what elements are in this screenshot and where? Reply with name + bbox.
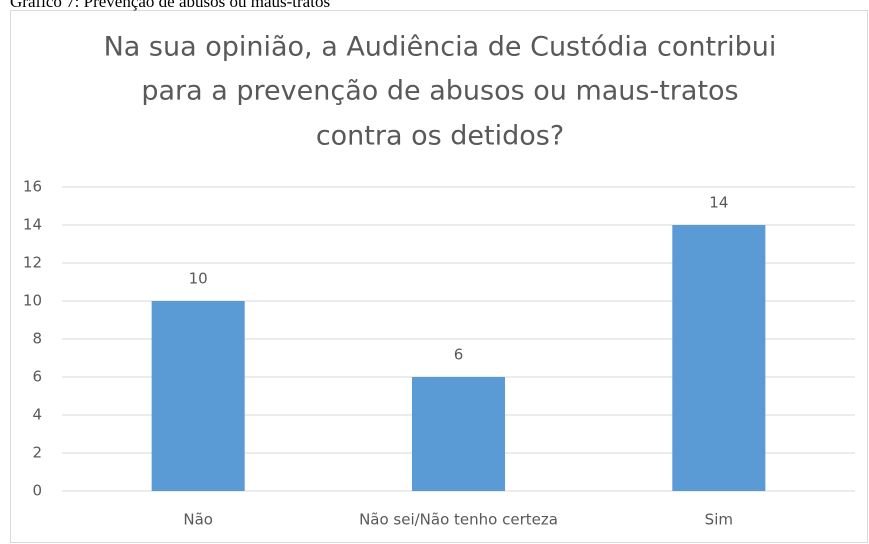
chart-title: para a prevenção de abusos ou maus-trato…	[141, 76, 738, 107]
data-label: 10	[189, 270, 208, 288]
y-tick-label: 6	[32, 368, 42, 386]
chart-title: contra os detidos?	[316, 121, 564, 152]
y-tick-label: 14	[23, 216, 42, 234]
x-tick-label: Não	[183, 511, 213, 529]
y-tick-label: 12	[23, 254, 42, 272]
y-tick-label: 4	[32, 406, 42, 424]
data-label: 14	[709, 194, 728, 212]
chart-title: Na sua opinião, a Audiência de Custódia …	[104, 32, 777, 63]
y-tick-label: 16	[23, 178, 42, 196]
y-tick-label: 0	[32, 482, 42, 500]
bar	[672, 225, 766, 491]
x-tick-label: Sim	[705, 511, 733, 529]
y-tick-label: 10	[23, 292, 42, 310]
bar	[411, 377, 506, 491]
x-tick-label: Não sei/Não tenho certeza	[359, 511, 558, 529]
y-tick-label: 8	[32, 330, 42, 348]
data-label: 6	[454, 346, 464, 364]
y-tick-label: 2	[32, 444, 42, 462]
bar	[151, 301, 245, 491]
caption: Gráfico 7: Prevenção de abusos ou maus-t…	[10, 0, 330, 11]
